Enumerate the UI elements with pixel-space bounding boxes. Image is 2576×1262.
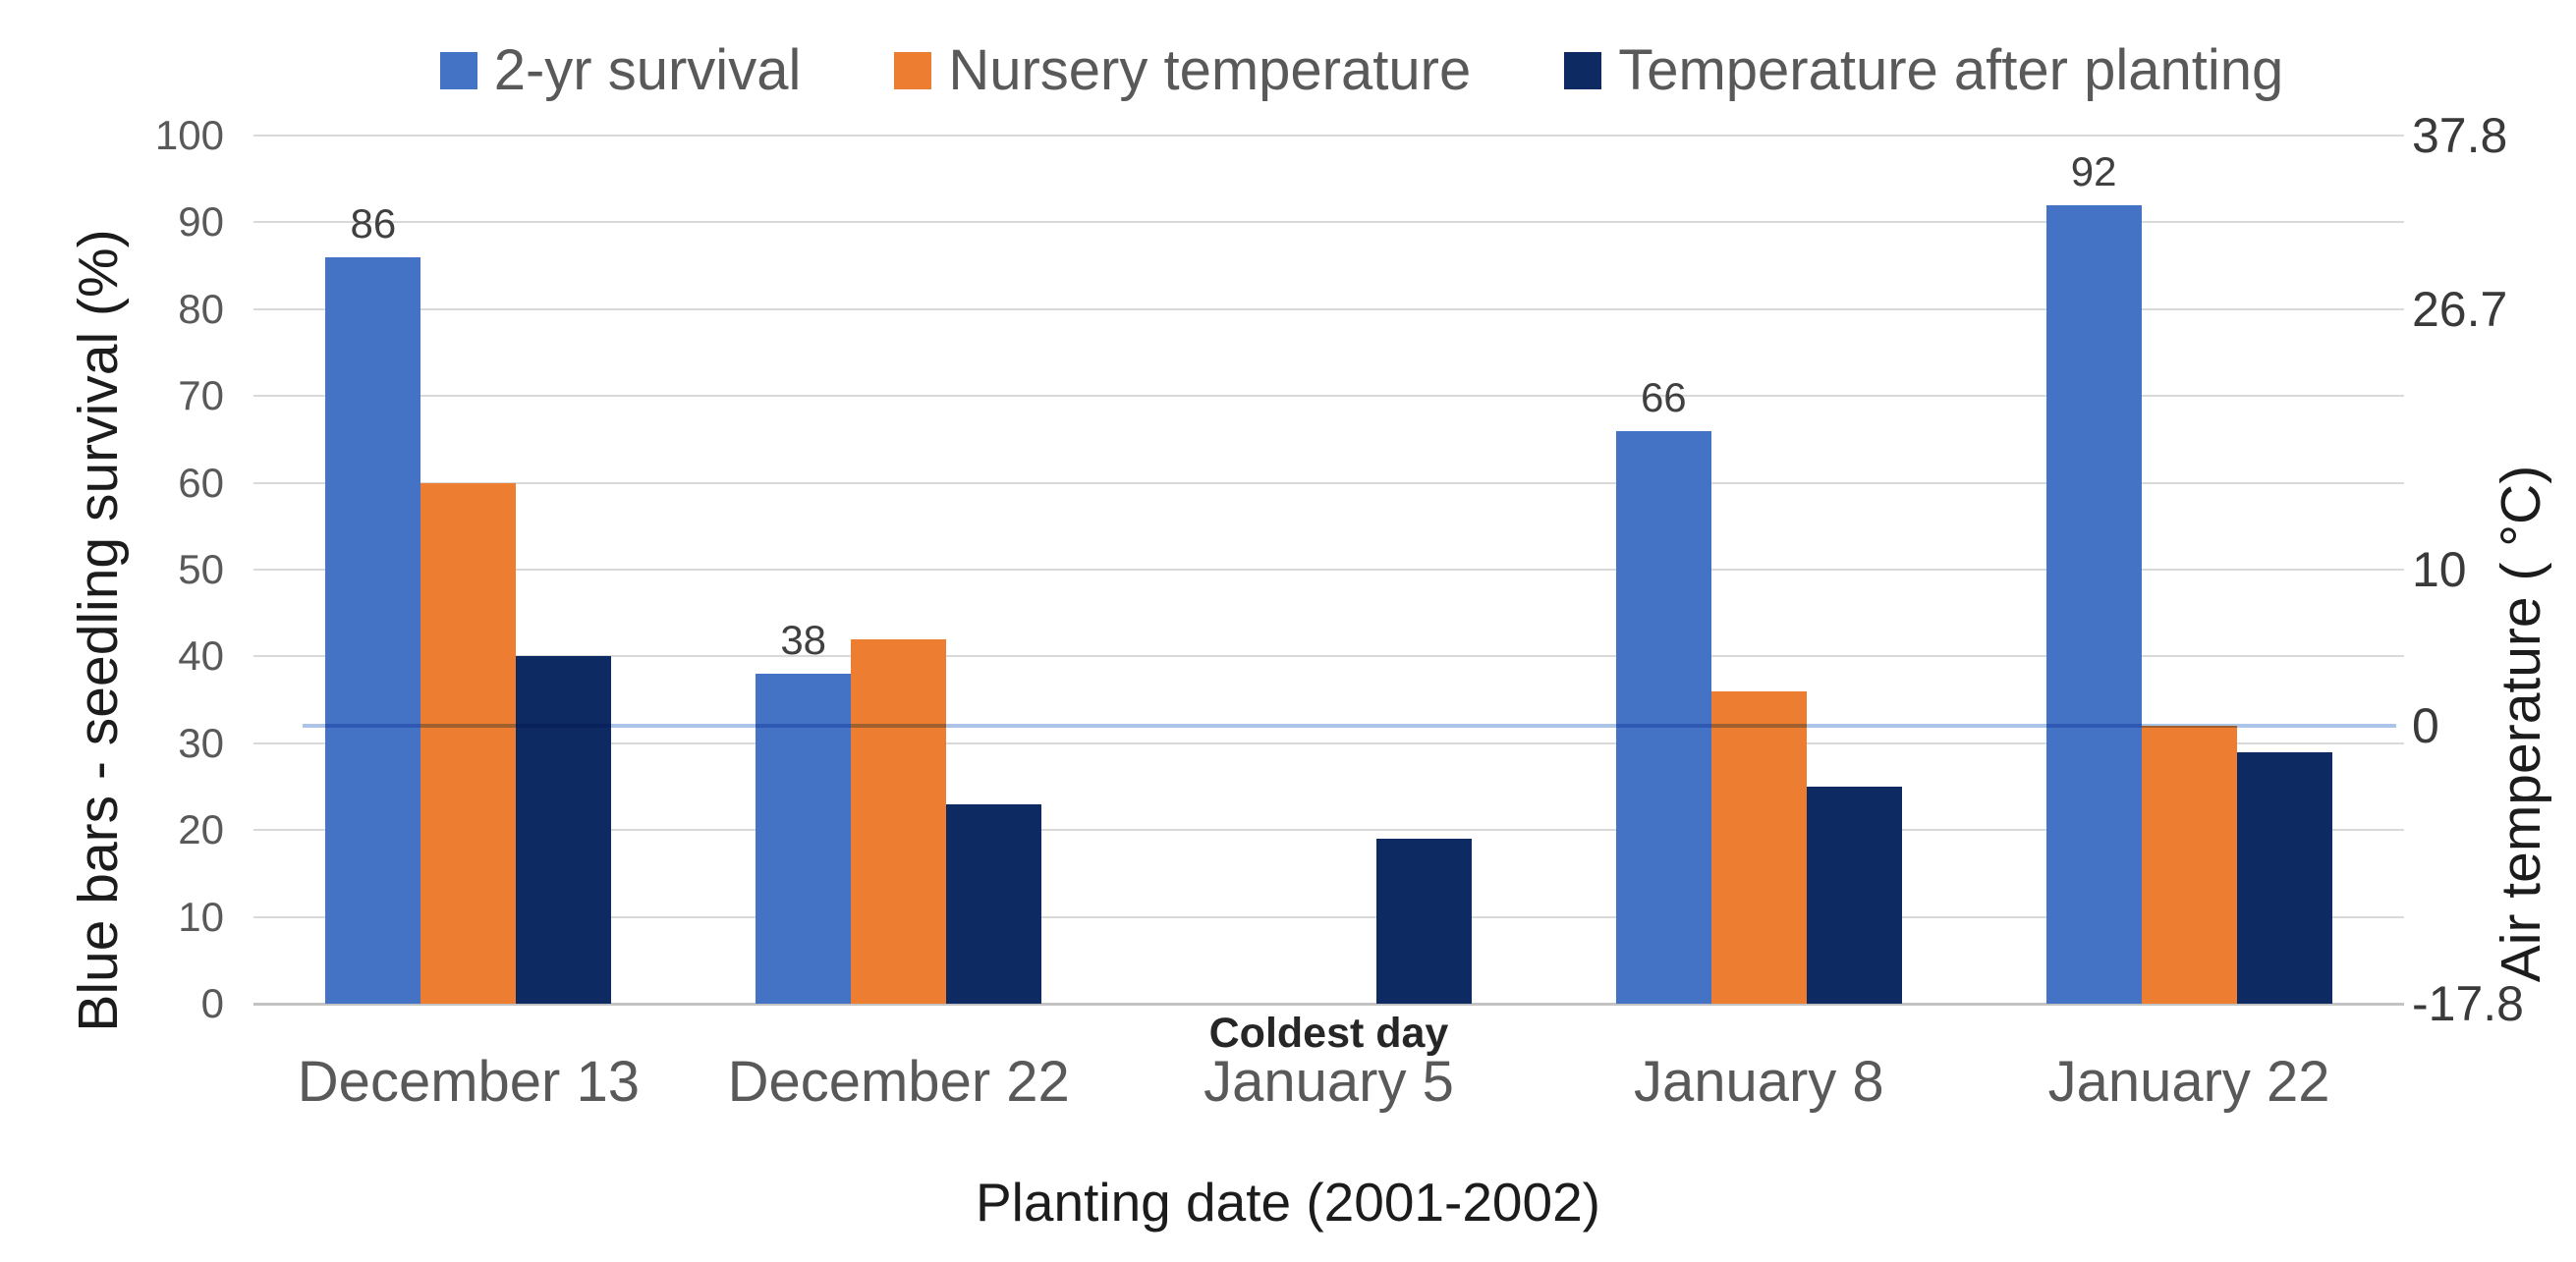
- legend-label: 2-yr survival: [493, 38, 802, 102]
- bar-2-yr-survival-january-22: [2045, 204, 2142, 1004]
- left-tick-10: 10: [178, 893, 224, 940]
- left-tick-90: 90: [178, 198, 224, 246]
- gridline-100: [253, 135, 2404, 137]
- bar-2-yr-survival-january-8: [1615, 430, 1711, 1004]
- legend-swatch-icon: [1564, 51, 1602, 89]
- bar-2-yr-survival-december-13: [325, 256, 421, 1004]
- legend-label: Temperature after planting: [1618, 38, 2284, 102]
- data-label-january-8: 66: [1640, 373, 1687, 420]
- gridline-50: [253, 569, 2404, 571]
- bar-temperature-after-planting-december-13: [516, 656, 612, 1004]
- legend-swatch-icon: [894, 51, 932, 89]
- left-tick-0: 0: [200, 980, 224, 1026]
- legend-item-nursery-temperature: Nursery temperature: [894, 37, 1471, 103]
- chart-legend: 2-yr survival Nursery temperature Temperat…: [0, 37, 2576, 103]
- category-label-january-22: January 22: [2047, 1050, 2330, 1114]
- right-tick-26-7: 26.7: [2412, 281, 2508, 337]
- bar-2-yr-survival-december-22: [756, 674, 852, 1004]
- annotation-coldest-day: Coldest day: [1208, 1010, 1449, 1057]
- category-label-january-5: January 5: [1204, 1050, 1454, 1114]
- right-tick-17-8: -17.8: [2412, 976, 2524, 1031]
- category-label-january-8: January 8: [1633, 1050, 1884, 1114]
- gridline-70: [253, 395, 2404, 398]
- gridline-80: [253, 307, 2404, 310]
- data-label-december-22: 38: [780, 617, 827, 664]
- bar-temperature-after-planting-january-5: [1376, 839, 1472, 1004]
- legend-item-temperature-after-planting: Temperature after planting: [1564, 37, 2283, 103]
- bar-temperature-after-planting-december-22: [946, 803, 1042, 1004]
- gridline-10: [253, 915, 2404, 918]
- gridline-60: [253, 481, 2404, 484]
- left-tick-60: 60: [178, 459, 224, 506]
- right-tick-10: 10: [2412, 542, 2467, 597]
- bar-temperature-after-planting-january-8: [1806, 787, 1902, 1004]
- reference-line-0c: [303, 724, 2396, 729]
- plot-area: 86 38 66 92: [253, 135, 2404, 1006]
- left-tick-40: 40: [178, 632, 224, 680]
- category-label-december-13: December 13: [297, 1050, 640, 1114]
- gridline-40: [253, 655, 2404, 658]
- x-axis-title: Planting date (2001-2002): [975, 1172, 1601, 1233]
- left-tick-50: 50: [178, 546, 224, 592]
- right-tick-0: 0: [2412, 698, 2439, 754]
- legend-label: Nursery temperature: [948, 38, 1472, 102]
- bar-nursery-temperature-january-22: [2141, 726, 2237, 1004]
- right-tick-37-8: 37.8: [2412, 108, 2508, 163]
- gridline-30: [253, 741, 2404, 744]
- left-tick-100: 100: [154, 112, 224, 158]
- gridline-0: [253, 1003, 2404, 1006]
- bar-nursery-temperature-december-13: [420, 482, 517, 1004]
- left-tick-30: 30: [178, 719, 224, 766]
- category-label-december-22: December 22: [727, 1050, 1070, 1114]
- data-label-january-22: 92: [2070, 147, 2117, 194]
- gridline-90: [253, 221, 2404, 224]
- left-tick-80: 80: [178, 285, 224, 332]
- bar-nursery-temperature-december-22: [851, 638, 947, 1004]
- gridline-20: [253, 829, 2404, 832]
- left-tick-20: 20: [178, 806, 224, 853]
- legend-item-2-yr-survival: 2-yr survival: [439, 37, 802, 103]
- bar-temperature-after-planting-january-22: [2236, 751, 2332, 1004]
- bar-nursery-temperature-january-8: [1710, 690, 1807, 1004]
- legend-swatch-icon: [439, 51, 477, 89]
- data-label-december-13: 86: [350, 199, 397, 247]
- left-tick-70: 70: [178, 372, 224, 419]
